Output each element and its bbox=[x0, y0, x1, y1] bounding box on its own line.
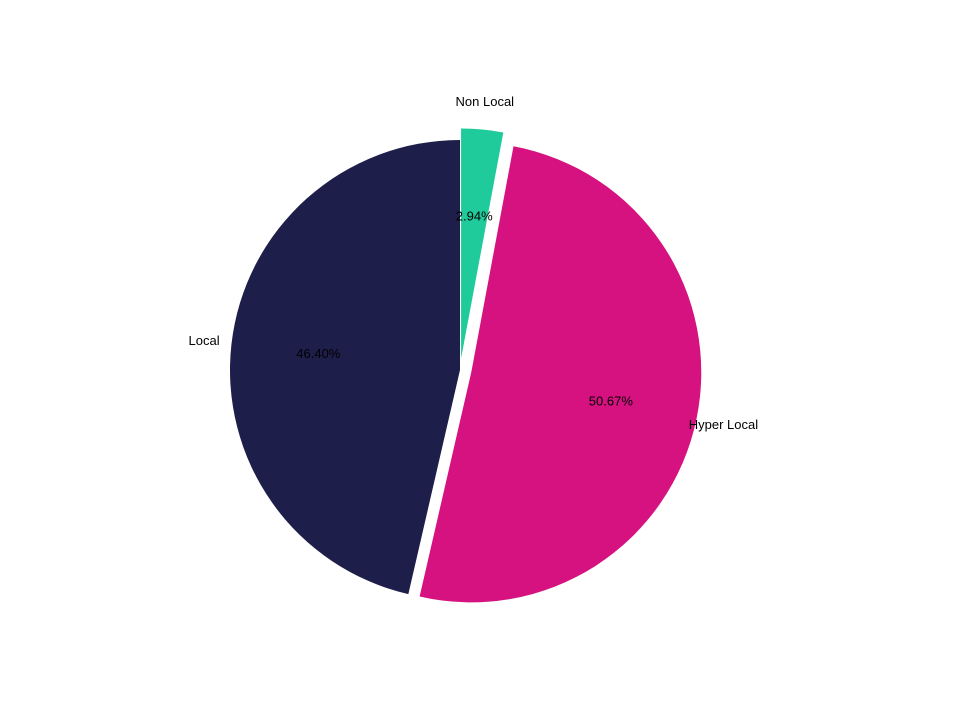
pie-slice-label: Local bbox=[189, 333, 220, 348]
pie-slice-label: Non Local bbox=[456, 94, 515, 109]
pie-slice bbox=[230, 140, 460, 594]
pie-chart-container: 46.40% Local 50.67% Hyper Local 2.94% Non Loc… bbox=[0, 0, 960, 720]
pie-chart-svg: 46.40% Local 50.67% Hyper Local 2.94% Non Loc… bbox=[0, 0, 960, 720]
pie-pct-label: 50.67% bbox=[589, 393, 634, 408]
pie-slice-label: Hyper Local bbox=[689, 417, 758, 432]
pie-pct-label: 2.94% bbox=[456, 209, 493, 224]
pie-pct-label: 46.40% bbox=[296, 346, 341, 361]
